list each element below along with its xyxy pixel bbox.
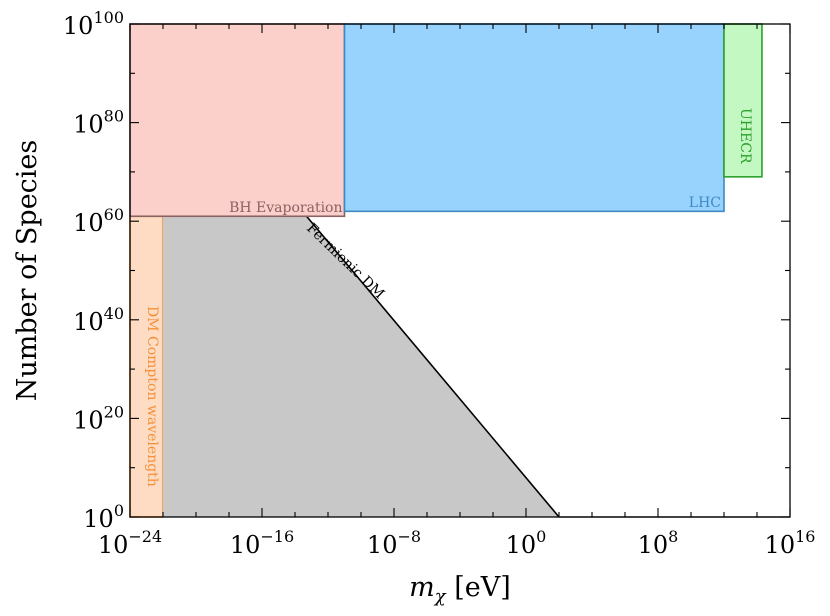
x-tick-label: 108 bbox=[638, 527, 679, 559]
y-tick-label: 100 bbox=[83, 501, 124, 533]
region-bh-evaporation bbox=[129, 23, 346, 218]
y-axis-title: Number of Species bbox=[12, 140, 43, 402]
y-tick-label: 10100 bbox=[63, 8, 124, 40]
label-bh-evaporation: BH Evaporation bbox=[229, 200, 342, 216]
y-tick-label: 1060 bbox=[73, 205, 124, 237]
y-tick-label: 1020 bbox=[73, 402, 124, 434]
x-tick-label: 100 bbox=[506, 527, 547, 559]
regions-layer bbox=[129, 23, 790, 518]
x-axis-subscript: χ bbox=[433, 586, 447, 607]
x-axis-title: mχ [eV] bbox=[409, 572, 511, 607]
region-uhecr bbox=[723, 23, 763, 178]
region-lhc bbox=[343, 23, 725, 213]
fermionic-dm-boundary bbox=[305, 215, 560, 518]
label-lhc: LHC bbox=[689, 195, 721, 211]
y-tick-label: 1080 bbox=[73, 107, 124, 139]
ticks-layer bbox=[129, 23, 791, 518]
x-axis-unit: [eV] bbox=[446, 572, 511, 603]
x-tick-label: 10−24 bbox=[98, 527, 162, 559]
y-tick-label: 1040 bbox=[73, 304, 124, 336]
x-axis-symbol: m bbox=[409, 572, 435, 603]
label-dm-compton-wavelength: DM Compton wavelength bbox=[144, 306, 160, 487]
region-fermionic-dm bbox=[163, 216, 559, 518]
x-tick-label: 10−16 bbox=[230, 527, 294, 559]
x-tick-label: 1016 bbox=[765, 527, 816, 559]
tick-labels-layer: 10−24 10−16 10−8 100 108 1016 100 1020 1040 1060 1… bbox=[63, 8, 816, 559]
x-tick-label: 10−8 bbox=[367, 527, 421, 559]
label-uhecr: UHECR bbox=[737, 108, 753, 164]
